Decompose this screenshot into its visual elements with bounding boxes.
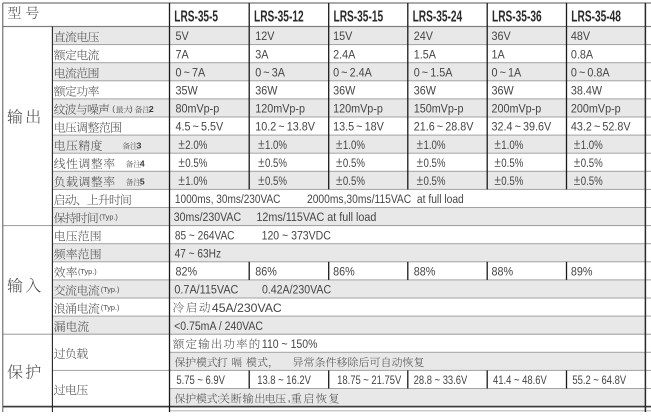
svg-text:(Typ.): (Typ.) xyxy=(101,303,120,312)
svg-text:LRS-35-5: LRS-35-5 xyxy=(174,9,218,26)
svg-text:10.2 ~ 13.8V: 10.2 ~ 13.8V xyxy=(255,121,315,134)
svg-text:LRS-35-15: LRS-35-15 xyxy=(334,9,384,26)
svg-text:43.2 ~ 52.8V: 43.2 ~ 52.8V xyxy=(571,121,631,134)
svg-text:38.4W: 38.4W xyxy=(571,85,602,98)
svg-text:2: 2 xyxy=(149,104,154,114)
svg-text:24V: 24V xyxy=(414,31,434,44)
svg-text:48V: 48V xyxy=(571,31,591,44)
svg-text:0 ~ 1A: 0 ~ 1A xyxy=(491,67,521,80)
svg-text:1A: 1A xyxy=(491,49,505,62)
svg-text:1000ms, 30ms/230VAC: 1000ms, 30ms/230VAC xyxy=(175,194,281,207)
svg-text:35W: 35W xyxy=(176,85,198,98)
svg-text:110 ~ 150%: 110 ~ 150% xyxy=(262,338,318,351)
svg-text:<0.75mA / 240VAC: <0.75mA / 240VAC xyxy=(174,320,263,333)
svg-text:0 ~ 7A: 0 ~ 7A xyxy=(176,67,206,80)
svg-text:150mVp-p: 150mVp-p xyxy=(414,103,464,116)
svg-text:18.75 ~ 21.75V: 18.75 ~ 21.75V xyxy=(337,374,402,387)
svg-text:89%: 89% xyxy=(571,266,593,279)
svg-text:0.5%: 0.5% xyxy=(581,157,603,170)
svg-text:(Typ.): (Typ.) xyxy=(99,213,118,222)
svg-text:0.5%: 0.5% xyxy=(423,157,445,170)
svg-text:,: , xyxy=(288,392,291,404)
svg-text:36V: 36V xyxy=(491,31,511,44)
svg-text:2.0%: 2.0% xyxy=(185,139,207,152)
svg-text:0 ~ 0.8A: 0 ~ 0.8A xyxy=(571,67,610,80)
svg-text:(Typ.): (Typ.) xyxy=(101,285,120,294)
svg-text:86%: 86% xyxy=(333,266,355,279)
svg-text:1.0%: 1.0% xyxy=(185,175,207,188)
svg-text:120mVp-p: 120mVp-p xyxy=(333,103,383,116)
svg-text:200mVp-p: 200mVp-p xyxy=(491,103,541,116)
svg-text:1.0%: 1.0% xyxy=(265,139,287,152)
svg-text:28.8 ~ 33.6V: 28.8 ~ 33.6V xyxy=(414,374,469,387)
svg-text:3: 3 xyxy=(137,140,142,150)
svg-text:0.8A: 0.8A xyxy=(571,49,594,62)
svg-text:80mVp-p: 80mVp-p xyxy=(176,103,220,116)
svg-text:2.4A: 2.4A xyxy=(333,49,356,62)
svg-text:41.4 ~ 48.6V: 41.4 ~ 48.6V xyxy=(493,374,548,387)
svg-text:(: ( xyxy=(112,105,115,114)
svg-text:47 ~ 63Hz: 47 ~ 63Hz xyxy=(175,248,222,261)
svg-text:45A/230VAC: 45A/230VAC xyxy=(212,301,282,315)
svg-text:13.8 ~ 16.2V: 13.8 ~ 16.2V xyxy=(257,374,312,387)
svg-text:36W: 36W xyxy=(333,85,355,98)
svg-text:LRS-35-12: LRS-35-12 xyxy=(254,9,304,26)
svg-text:LRS-35-36: LRS-35-36 xyxy=(492,9,542,26)
svg-text::: : xyxy=(217,392,220,404)
svg-text:): ) xyxy=(130,105,133,114)
svg-text:0.5%: 0.5% xyxy=(343,175,365,188)
svg-text:1.0%: 1.0% xyxy=(423,139,445,152)
svg-text:3A: 3A xyxy=(255,49,269,62)
svg-text:5.75 ~ 6.9V: 5.75 ~ 6.9V xyxy=(176,374,225,387)
svg-text:0.5%: 0.5% xyxy=(265,157,287,170)
svg-text:12V: 12V xyxy=(255,31,275,44)
svg-text:1.5A: 1.5A xyxy=(414,49,437,62)
svg-text:85 ~ 264VAC: 85 ~ 264VAC xyxy=(175,230,235,243)
svg-text:4.5 ~ 5.5V: 4.5 ~ 5.5V xyxy=(176,121,224,134)
svg-text:0.5%: 0.5% xyxy=(185,157,207,170)
svg-text:200mVp-p: 200mVp-p xyxy=(571,103,621,116)
svg-text:7A: 7A xyxy=(176,49,190,62)
svg-text:120 ~ 373VDC: 120 ~ 373VDC xyxy=(262,230,331,243)
svg-text:0.42A/230VAC: 0.42A/230VAC xyxy=(262,284,331,297)
svg-text:1.0%: 1.0% xyxy=(501,139,523,152)
svg-text:4: 4 xyxy=(140,158,145,168)
svg-text:12ms/115VAC at full load: 12ms/115VAC at full load xyxy=(256,212,376,225)
svg-text:36W: 36W xyxy=(255,85,277,98)
svg-text:88%: 88% xyxy=(414,266,436,279)
svg-text:36W: 36W xyxy=(491,85,513,98)
svg-text:LRS-35-24: LRS-35-24 xyxy=(413,9,463,26)
svg-text:0 ~ 3A: 0 ~ 3A xyxy=(255,67,285,80)
svg-text:0.5%: 0.5% xyxy=(343,157,365,170)
svg-text:0.5%: 0.5% xyxy=(581,175,603,188)
svg-text:0.5%: 0.5% xyxy=(423,175,445,188)
svg-text:86%: 86% xyxy=(255,266,277,279)
svg-text:30ms/230VAC: 30ms/230VAC xyxy=(174,212,241,225)
svg-text:LRS-35-48: LRS-35-48 xyxy=(571,9,621,26)
svg-text:36W: 36W xyxy=(414,85,436,98)
svg-text:5V: 5V xyxy=(176,31,190,44)
svg-text:0.5%: 0.5% xyxy=(501,157,523,170)
svg-text:82%: 82% xyxy=(176,266,198,279)
svg-text:0.5%: 0.5% xyxy=(265,175,287,188)
svg-text:21.6 ~ 28.8V: 21.6 ~ 28.8V xyxy=(414,121,474,134)
svg-text:88%: 88% xyxy=(491,266,513,279)
svg-text:0.7A/115VAC: 0.7A/115VAC xyxy=(174,284,238,297)
svg-text:0 ~ 1.5A: 0 ~ 1.5A xyxy=(414,67,453,80)
svg-text:(Typ.): (Typ.) xyxy=(78,267,97,276)
svg-text:15V: 15V xyxy=(333,31,353,44)
svg-text:55.2 ~ 64.8V: 55.2 ~ 64.8V xyxy=(572,374,627,387)
svg-text:5: 5 xyxy=(140,176,145,186)
svg-text:1.0%: 1.0% xyxy=(343,139,365,152)
svg-text:13.5 ~ 18V: 13.5 ~ 18V xyxy=(333,121,384,134)
svg-text:2000ms,30ms/115VAC at full lo: 2000ms,30ms/115VAC at full load xyxy=(307,194,464,207)
svg-text:0.5%: 0.5% xyxy=(501,175,523,188)
svg-text:120mVp-p: 120mVp-p xyxy=(255,103,305,116)
svg-text:1.0%: 1.0% xyxy=(581,139,603,152)
svg-text:0 ~ 2.4A: 0 ~ 2.4A xyxy=(333,67,372,80)
svg-text:32.4 ~ 39.6V: 32.4 ~ 39.6V xyxy=(491,121,551,134)
